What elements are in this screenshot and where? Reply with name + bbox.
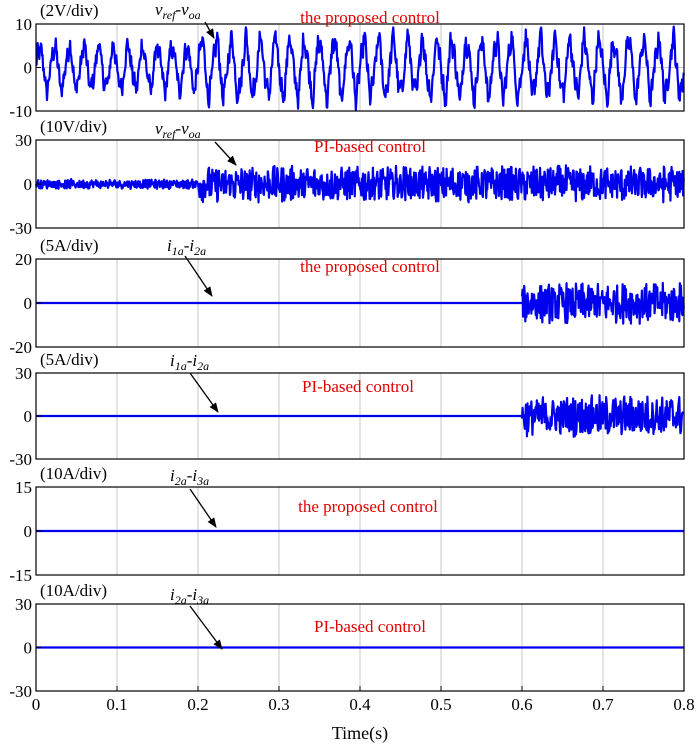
x-tick-label: 0.1 bbox=[106, 695, 127, 714]
y-tick-label: -30 bbox=[9, 219, 32, 238]
panel-1: 10 0 -10 (2V/div) the proposed control vref-v… bbox=[9, 0, 685, 121]
x-tick-label: 0.3 bbox=[268, 695, 289, 714]
control-label: the proposed control bbox=[300, 8, 440, 27]
y-tick-label: -10 bbox=[9, 102, 32, 121]
waveform-line bbox=[34, 164, 685, 204]
signal-label: vref-voa bbox=[155, 0, 201, 22]
scale-label: (10A/div) bbox=[40, 581, 107, 600]
annotation-arrow bbox=[189, 605, 223, 650]
annotation-arrow bbox=[184, 255, 213, 297]
panel-4: 30 0 -30 (5A/div) PI-based control i1a-i2a bbox=[9, 350, 685, 469]
y-tick-label: 30 bbox=[15, 595, 32, 614]
signal-label: vref-voa bbox=[155, 119, 201, 141]
control-label: the proposed control bbox=[300, 257, 440, 276]
y-tick-label: -15 bbox=[9, 566, 32, 585]
y-tick-label: 0 bbox=[24, 294, 33, 313]
signal-label: i1a-i2a bbox=[167, 236, 206, 258]
y-tick-label: 0 bbox=[24, 639, 33, 658]
y-tick-label: 15 bbox=[15, 478, 32, 497]
y-tick-label: 30 bbox=[15, 131, 32, 150]
control-label: PI-based control bbox=[314, 137, 426, 156]
annotation-arrow bbox=[189, 372, 219, 413]
annotation-arrow bbox=[204, 21, 215, 39]
x-axis-label: Time(s) bbox=[332, 723, 388, 744]
y-tick-label: 30 bbox=[15, 364, 32, 383]
x-tick-label: 0.2 bbox=[187, 695, 208, 714]
annotation-arrow bbox=[214, 141, 237, 166]
scale-label: (2V/div) bbox=[40, 1, 99, 20]
signal-label: i2a-i3a bbox=[170, 466, 209, 488]
panel-5: 15 0 -15 (10A/div) the proposed control i2a-i… bbox=[9, 464, 685, 585]
x-tick-label: 0.5 bbox=[430, 695, 451, 714]
y-tick-label: 20 bbox=[15, 250, 32, 269]
waveform-line bbox=[36, 394, 685, 438]
panel-2: 30 0 -30 (10V/div) PI-based control vref-voa bbox=[9, 117, 685, 238]
y-tick-label: -30 bbox=[9, 682, 32, 701]
scale-label: (10A/div) bbox=[40, 464, 107, 483]
y-tick-label: 0 bbox=[24, 175, 33, 194]
signal-label: i1a-i2a bbox=[170, 351, 209, 373]
annotation-arrow bbox=[189, 488, 217, 528]
signal-label: i2a-i3a bbox=[170, 585, 209, 607]
panel-3: 20 0 -20 (5A/div) the proposed control i1a-i2… bbox=[9, 236, 685, 357]
y-tick-label: -30 bbox=[9, 450, 32, 469]
y-tick-label: -20 bbox=[9, 338, 32, 357]
y-tick-label: 0 bbox=[24, 59, 33, 78]
control-label: PI-based control bbox=[314, 617, 426, 636]
y-tick-label: 0 bbox=[24, 407, 33, 426]
x-tick-label: 0 bbox=[32, 695, 41, 714]
scale-label: (10V/div) bbox=[40, 117, 107, 136]
panel-6: 30 0 -30 (10A/div) PI-based control i2a-i3a bbox=[9, 581, 685, 701]
x-tick-label: 0.4 bbox=[349, 695, 371, 714]
control-label: the proposed control bbox=[298, 497, 438, 516]
y-tick-label: 10 bbox=[15, 15, 32, 34]
scale-label: (5A/div) bbox=[40, 236, 99, 255]
waveform-line bbox=[35, 25, 685, 112]
waveform-line bbox=[36, 281, 685, 325]
y-tick-label: 0 bbox=[24, 522, 33, 541]
x-tick-label: 0.8 bbox=[673, 695, 694, 714]
x-tick-label: 0.6 bbox=[511, 695, 532, 714]
scale-label: (5A/div) bbox=[40, 350, 99, 369]
x-tick-label: 0.7 bbox=[592, 695, 614, 714]
control-label: PI-based control bbox=[302, 377, 414, 396]
